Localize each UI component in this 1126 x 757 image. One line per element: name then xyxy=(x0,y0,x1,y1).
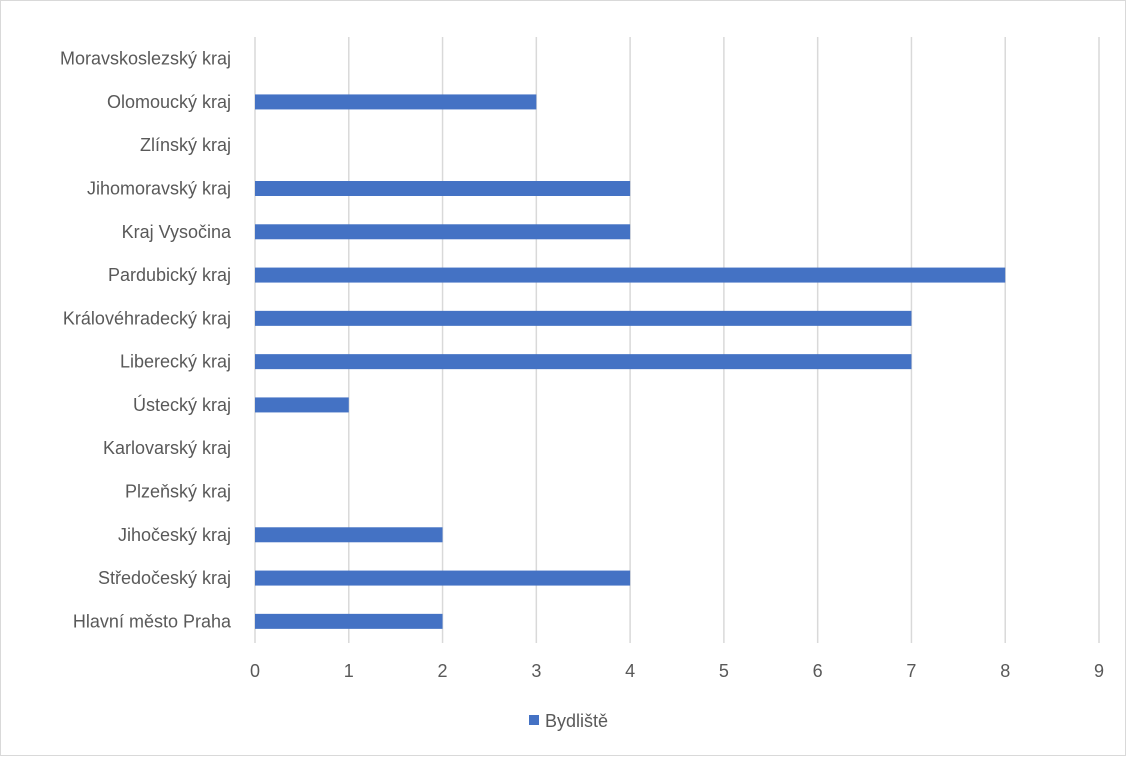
bar xyxy=(255,397,349,413)
bar xyxy=(255,224,631,240)
category-label: Jihočeský kraj xyxy=(118,525,231,545)
bar xyxy=(255,527,443,543)
category-label: Pardubický kraj xyxy=(108,265,231,285)
bar xyxy=(255,613,443,629)
bar xyxy=(255,267,1006,283)
category-label: Kraj Vysočina xyxy=(122,222,232,242)
gridlines xyxy=(254,37,1100,643)
category-label: Středočeský kraj xyxy=(98,568,231,588)
category-labels: Hlavní město Praha Středočeský kraj Jihoče… xyxy=(60,49,232,632)
x-tick-label: 2 xyxy=(438,661,448,681)
bar xyxy=(255,310,912,326)
bar xyxy=(255,181,631,196)
category-label: Královéhradecký kraj xyxy=(63,308,231,328)
x-tick-label: 5 xyxy=(719,661,729,681)
x-tick-labels: 0 1 2 3 4 5 6 7 8 9 xyxy=(250,661,1104,681)
category-label: Plzeňský kraj xyxy=(125,482,231,502)
x-tick-label: 9 xyxy=(1094,661,1104,681)
x-tick-label: 6 xyxy=(813,661,823,681)
x-tick-label: 0 xyxy=(250,661,260,681)
category-label: Liberecký kraj xyxy=(120,352,231,372)
x-tick-label: 8 xyxy=(1000,661,1010,681)
legend-swatch xyxy=(529,715,539,725)
x-tick-label: 3 xyxy=(531,661,541,681)
category-label: Hlavní město Praha xyxy=(73,611,232,631)
category-label: Jihomoravský kraj xyxy=(87,179,231,199)
bar xyxy=(255,94,537,110)
bar xyxy=(255,570,631,586)
legend: Bydliště xyxy=(529,711,608,731)
category-label: Olomoucký kraj xyxy=(107,92,231,112)
bar xyxy=(255,354,912,370)
x-tick-label: 1 xyxy=(344,661,354,681)
category-label: Moravskoslezský kraj xyxy=(60,49,231,69)
category-label: Zlínský kraj xyxy=(140,135,231,155)
bars xyxy=(255,94,1006,629)
x-tick-label: 7 xyxy=(906,661,916,681)
category-label: Karlovarský kraj xyxy=(103,438,231,458)
x-tick-label: 4 xyxy=(625,661,635,681)
category-label: Ústecký kraj xyxy=(133,394,231,415)
legend-label: Bydliště xyxy=(545,711,608,731)
